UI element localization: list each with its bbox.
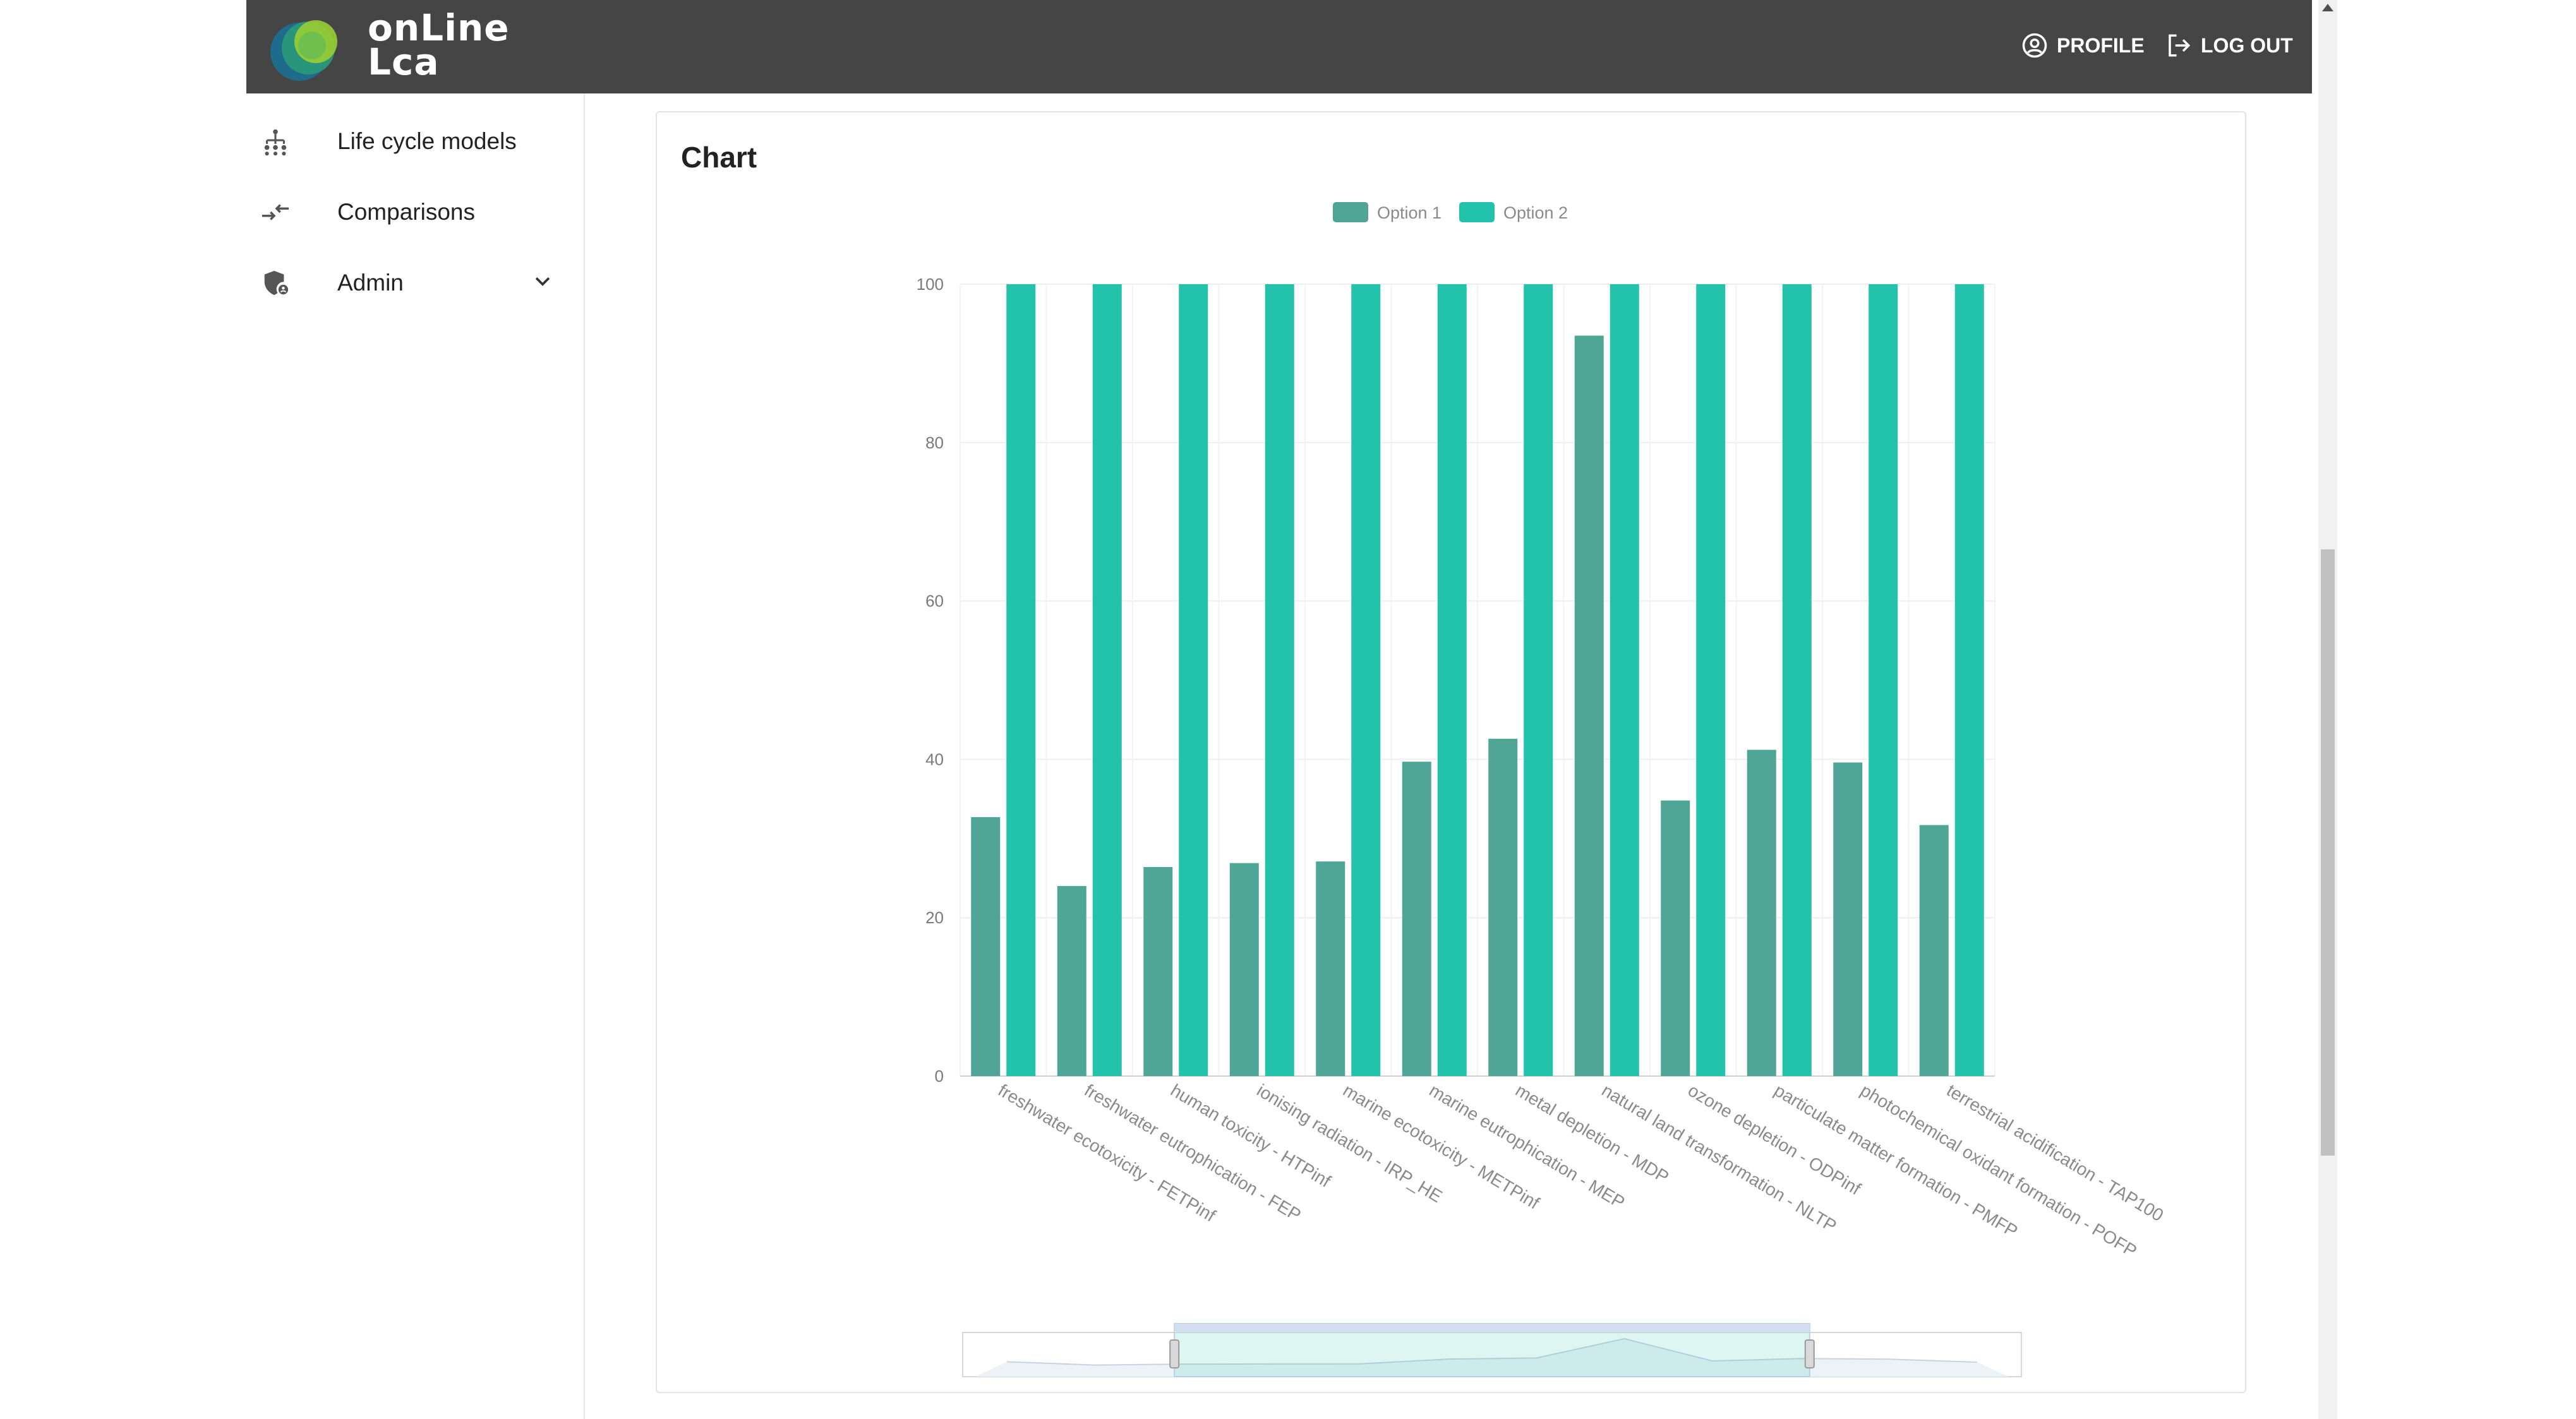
sidebar: Life cycle models Comparisons Admin [246,93,585,1419]
y-tick-label: 80 [925,433,944,452]
sidebar-item-label: Admin [337,270,404,296]
logout-button[interactable]: LOG OUT [2165,29,2293,62]
logo-text-online: onLine [368,6,510,49]
y-tick-label: 100 [917,275,944,294]
legend-swatch [1459,202,1495,222]
legend-label: Option 2 [1503,203,1568,222]
top-app-bar: onLine Lca PROFILE LOG OUT [246,0,2312,93]
logo-mark-icon [270,20,337,81]
bar-option-1 [1488,738,1518,1076]
x-tick-label: human toxicity - HTPinf [1167,1081,1334,1192]
bar-option-2 [1179,284,1208,1076]
scrollbar-thumb[interactable] [2321,549,2335,1156]
data-zoom-drag-bar [1174,1324,1810,1332]
sidebar-item-comparisons[interactable]: Comparisons [246,181,584,244]
scroll-up-arrow-icon[interactable] [2322,4,2333,11]
logout-label: LOG OUT [2201,33,2293,57]
sidebar-item-admin[interactable]: Admin [246,251,584,314]
hierarchy-icon [258,124,293,159]
bar-option-2 [1006,284,1036,1076]
page-scrollbar[interactable] [2318,0,2337,1419]
bar-option-2 [1696,284,1726,1076]
bar-option-2 [1524,284,1553,1076]
bar-option-1 [1402,762,1431,1076]
chevron-down-icon[interactable] [532,271,553,296]
y-tick-label: 60 [925,592,944,611]
chart-card: Chart Option 1 Option 2 0 20 40 60 80 100 freshw… [656,111,2246,1393]
card-title: Chart [681,141,757,174]
data-zoom-preview-area [975,1338,2009,1377]
bar-option-1 [971,817,1001,1076]
bar-option-1 [1057,886,1086,1076]
bar-option-2 [1265,284,1294,1076]
bar-option-2 [1437,284,1467,1076]
sidebar-item-label: Comparisons [337,199,475,225]
bar-option-1 [1143,866,1173,1076]
bar-option-1 [1919,825,1949,1076]
online-lca-logo[interactable]: onLine Lca [267,9,509,85]
data-zoom-handle-start[interactable] [1169,1339,1180,1368]
bar-option-1 [1229,863,1259,1076]
y-tick-label: 0 [935,1067,944,1086]
profile-button[interactable]: PROFILE [2021,29,2145,62]
bar-option-2 [1092,284,1122,1076]
logo-text-lca: Lca [368,40,440,83]
y-tick-label: 20 [925,908,944,927]
legend-swatch [1333,202,1368,222]
bar-option-2 [1610,284,1639,1076]
sidebar-item-life-cycle-models[interactable]: Life cycle models [246,110,584,173]
bar-option-2 [1954,284,1984,1076]
legend-label: Option 1 [1377,203,1441,222]
sidebar-item-label: Life cycle models [337,128,517,154]
bar-option-1 [1316,861,1345,1076]
bar-option-2 [1351,284,1381,1076]
x-tick-label: metal depletion - MDP [1512,1081,1672,1187]
data-zoom-preview-line [1006,1338,1978,1366]
bar-option-1 [1747,750,1776,1076]
profile-label: PROFILE [2057,33,2145,57]
admin-shield-icon [258,265,293,301]
account-circle-icon [2022,33,2047,58]
bar-option-2 [1869,284,1898,1076]
y-tick-label: 40 [925,750,944,769]
bar-option-1 [1574,335,1604,1076]
bar-option-1 [1833,762,1863,1076]
logout-icon [2169,34,2191,57]
bar-option-2 [1782,284,1812,1076]
compare-arrows-icon [258,195,293,230]
data-zoom-handle-end[interactable] [1804,1339,1815,1368]
bar-option-1 [1661,800,1690,1076]
